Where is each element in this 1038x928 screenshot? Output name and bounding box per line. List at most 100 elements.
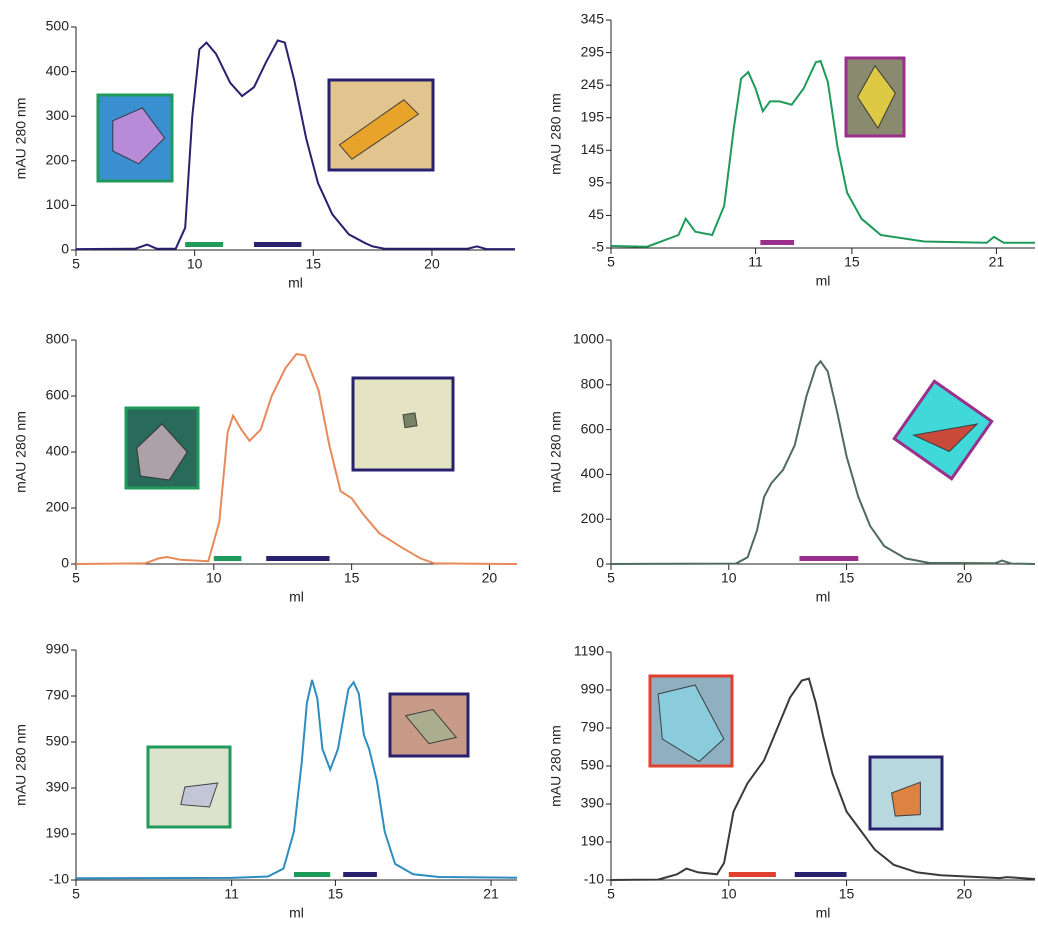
inset-photo bbox=[353, 378, 453, 470]
y-tick-label: 800 bbox=[581, 376, 605, 392]
y-tick-label: 100 bbox=[46, 196, 70, 212]
crystal-inset bbox=[870, 757, 942, 829]
x-tick-label: 11 bbox=[224, 886, 239, 902]
x-tick-label: 5 bbox=[607, 254, 615, 270]
x-tick-label: 20 bbox=[957, 570, 973, 586]
y-tick-label: 500 bbox=[46, 18, 70, 34]
y-axis-label: mAU 280 nm bbox=[548, 411, 564, 493]
page: {"chart_data": [ {"type": "line", "x_lab… bbox=[0, 0, 1038, 928]
y-tick-label: 0 bbox=[61, 555, 69, 571]
fraction-bar bbox=[294, 872, 330, 877]
crystal-inset bbox=[353, 378, 453, 470]
y-axis-label: mAU 280 nm bbox=[13, 98, 29, 180]
y-axis-label: mAU 280 nm bbox=[548, 725, 564, 807]
fraction-bar bbox=[795, 872, 847, 877]
y-tick-label: 790 bbox=[581, 719, 605, 735]
x-tick-label: 11 bbox=[748, 254, 763, 270]
crystal-inset bbox=[894, 381, 991, 478]
y-tick-label: 600 bbox=[46, 387, 70, 403]
y-tick-label: 990 bbox=[581, 681, 605, 697]
y-tick-label: 345 bbox=[581, 11, 605, 27]
y-tick-label: 300 bbox=[46, 107, 70, 123]
y-tick-label: 190 bbox=[581, 833, 605, 849]
fraction-bar bbox=[799, 556, 858, 561]
y-tick-label: 295 bbox=[581, 43, 605, 59]
y-tick-label: 200 bbox=[46, 499, 70, 515]
x-axis-label: ml bbox=[816, 273, 831, 289]
y-axis-label: mAU 280 nm bbox=[13, 724, 29, 806]
y-tick-label: -5 bbox=[592, 239, 605, 255]
crystal-inset bbox=[846, 58, 904, 136]
y-tick-label: 1000 bbox=[573, 331, 604, 347]
y-tick-label: 0 bbox=[61, 241, 69, 257]
x-tick-label: 10 bbox=[721, 886, 737, 902]
y-tick-label: 990 bbox=[46, 641, 70, 657]
fraction-bar bbox=[214, 556, 242, 561]
x-tick-label: 15 bbox=[844, 254, 860, 270]
fraction-bar bbox=[266, 556, 329, 561]
figure: 01002003004005005101520mlmAU 280 nm-5459… bbox=[0, 0, 1038, 923]
y-tick-label: 400 bbox=[581, 465, 605, 481]
y-tick-label: 245 bbox=[581, 76, 605, 92]
y-tick-label: 45 bbox=[588, 206, 604, 222]
y-tick-label: 95 bbox=[588, 174, 604, 190]
fraction-bar bbox=[729, 872, 776, 877]
y-tick-label: -10 bbox=[584, 871, 604, 887]
crystal-inset bbox=[390, 694, 468, 756]
x-tick-label: 15 bbox=[328, 886, 344, 902]
fraction-bar bbox=[760, 240, 794, 245]
x-tick-label: 20 bbox=[424, 256, 440, 272]
x-axis-label: ml bbox=[289, 589, 304, 605]
y-tick-label: 145 bbox=[581, 141, 605, 157]
x-tick-label: 15 bbox=[839, 886, 855, 902]
chart-panel: 0 100 200 300 400 500 5 10 15 20 ml mAU 280 nm bbox=[13, 18, 515, 291]
x-axis-label: ml bbox=[289, 905, 304, 921]
fraction-bar bbox=[185, 242, 223, 247]
chromatogram-line bbox=[611, 361, 1035, 564]
fraction-bar bbox=[254, 242, 301, 247]
y-tick-label: 195 bbox=[581, 108, 605, 124]
x-tick-label: 15 bbox=[306, 256, 322, 272]
x-tick-label: 5 bbox=[607, 570, 615, 586]
y-axis-label: mAU 280 nm bbox=[13, 411, 29, 493]
x-tick-label: 15 bbox=[344, 570, 360, 586]
crystal-inset bbox=[126, 408, 198, 488]
y-tick-label: 190 bbox=[46, 825, 70, 841]
x-tick-label: 5 bbox=[72, 886, 80, 902]
y-tick-label: 390 bbox=[46, 779, 70, 795]
x-tick-label: 21 bbox=[483, 886, 499, 902]
x-tick-label: 20 bbox=[482, 570, 498, 586]
x-axis-label: ml bbox=[816, 589, 831, 605]
y-tick-label: 1190 bbox=[574, 643, 604, 659]
x-axis-label: ml bbox=[816, 905, 831, 921]
y-tick-label: 200 bbox=[581, 510, 605, 526]
x-tick-label: 10 bbox=[206, 570, 222, 586]
x-tick-label: 15 bbox=[839, 570, 855, 586]
y-tick-label: 790 bbox=[46, 687, 70, 703]
x-tick-label: 5 bbox=[607, 886, 615, 902]
y-tick-label: 800 bbox=[46, 331, 70, 347]
inset-crystal bbox=[403, 413, 417, 428]
x-axis-label: ml bbox=[288, 275, 303, 291]
crystal-inset bbox=[650, 676, 732, 766]
y-axis-label: mAU 280 nm bbox=[548, 93, 564, 175]
y-tick-label: 600 bbox=[581, 420, 605, 436]
x-tick-label: 10 bbox=[187, 256, 203, 272]
x-tick-label: 20 bbox=[957, 886, 973, 902]
y-tick-label: -10 bbox=[49, 871, 69, 887]
x-tick-label: 5 bbox=[72, 256, 80, 272]
y-tick-label: 200 bbox=[46, 152, 70, 168]
x-tick-label: 10 bbox=[721, 570, 737, 586]
crystal-inset bbox=[98, 95, 172, 181]
chart-panel: -10 190 390 590 790 990 1190 5 10 15 20 ml mAU 280 n… bbox=[548, 643, 1035, 921]
crystal-inset bbox=[148, 747, 230, 827]
crystal-inset bbox=[329, 80, 433, 170]
y-tick-label: 400 bbox=[46, 62, 70, 78]
fraction-bar bbox=[343, 872, 377, 877]
y-tick-label: 400 bbox=[46, 443, 70, 459]
y-tick-label: 590 bbox=[581, 757, 605, 773]
y-tick-label: 390 bbox=[581, 795, 605, 811]
